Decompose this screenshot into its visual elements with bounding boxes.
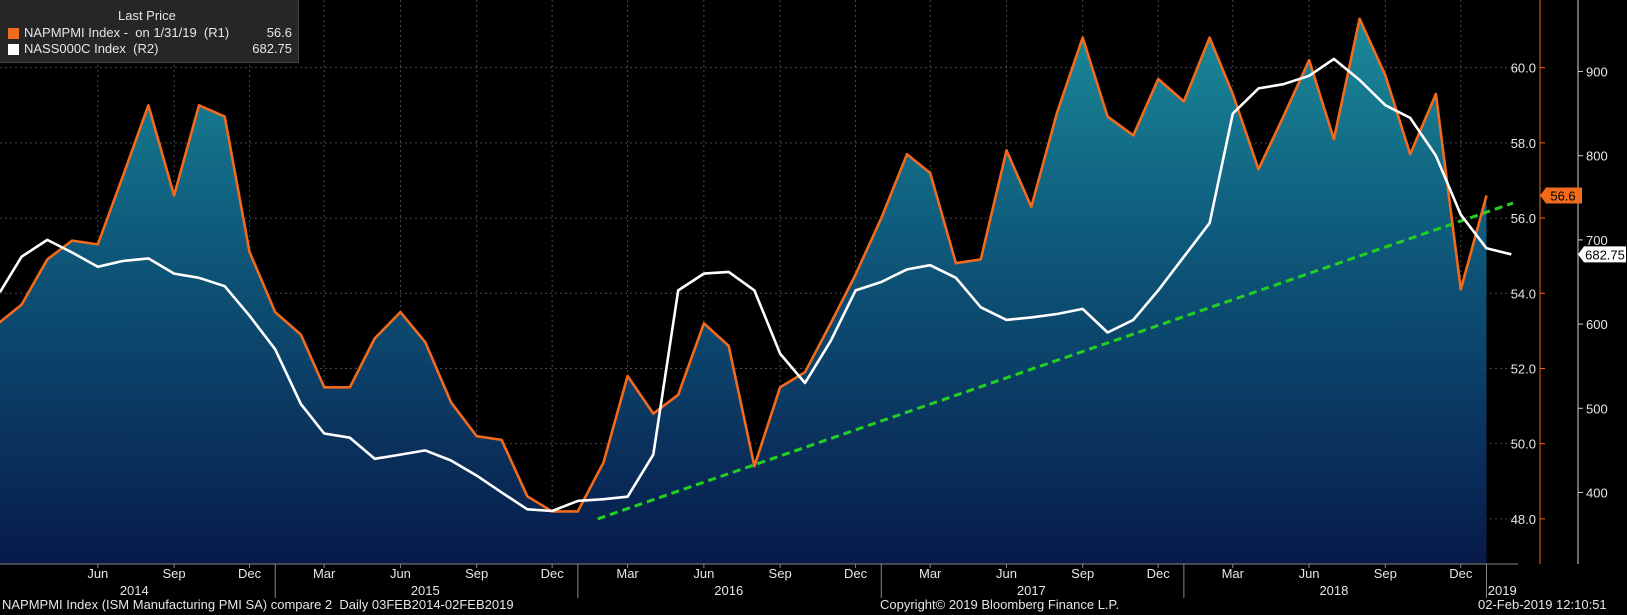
x-tick-month: Jun <box>87 566 108 581</box>
r2-tick-label: 900 <box>1586 65 1608 80</box>
r1-tick-label: 56.0 <box>1511 211 1536 226</box>
x-tick-year: 2015 <box>411 583 440 598</box>
legend-value-pmi: 56.6 <box>266 25 292 40</box>
trend-line <box>597 201 1514 521</box>
x-tick-month: Dec <box>238 566 262 581</box>
x-axis-ticks: Jun Sep Dec Mar Jun Sep Dec Mar Jun Sep Dec Mar Jun S… <box>87 564 1517 598</box>
x-tick-year: 2017 <box>1017 583 1046 598</box>
r2-tick-label: 800 <box>1586 149 1608 164</box>
x-tick-month: Mar <box>616 566 639 581</box>
x-tick-month: Dec <box>844 566 868 581</box>
x-tick-month: Jun <box>693 566 714 581</box>
x-tick-month: Mar <box>313 566 336 581</box>
legend-swatch-pmi <box>8 28 19 39</box>
x-tick-month: Sep <box>163 566 186 581</box>
x-tick-month: Jun <box>390 566 411 581</box>
legend-value-index: 682.75 <box>252 41 292 56</box>
last-value-labels: 56.6 682.75 <box>1540 187 1626 263</box>
legend-swatch-index <box>8 44 19 55</box>
x-tick-year: 2019 <box>1488 583 1517 598</box>
r2-tick-label: 500 <box>1586 401 1608 416</box>
x-tick-month: Sep <box>465 566 488 581</box>
r1-tick-label: 52.0 <box>1511 361 1536 376</box>
legend-label-pmi: NAPMPMI Index - on 1/31/19 (R1) <box>24 25 230 40</box>
r1-tick-label: 54.0 <box>1511 286 1536 301</box>
legend-header: Last Price <box>118 8 176 23</box>
r1-tick-label: 48.0 <box>1511 512 1536 527</box>
x-tick-year: 2016 <box>714 583 743 598</box>
x-tick-year: 2018 <box>1319 583 1348 598</box>
r2-tick-label: 600 <box>1586 317 1608 332</box>
r2-tick-label: 700 <box>1586 233 1608 248</box>
footer-copyright: Copyright© 2019 Bloomberg Finance L.P. <box>880 597 1120 612</box>
x-tick-month: Sep <box>1071 566 1094 581</box>
pmi-area-fill <box>0 18 1487 564</box>
x-tick-month: Jun <box>1299 566 1320 581</box>
r1-tick-label: 50.0 <box>1511 437 1536 452</box>
last-value-badge-pmi <box>1540 187 1582 204</box>
r2-tick-label: 400 <box>1586 485 1608 500</box>
pmi-series-line <box>0 17 1488 513</box>
x-tick-month: Dec <box>541 566 565 581</box>
legend-item-pmi[interactable]: NAPMPMI Index - on 1/31/19 (R1) 56.6 <box>8 25 292 41</box>
legend: Last Price NAPMPMI Index - on 1/31/19 (R… <box>0 0 299 63</box>
x-tick-month: Sep <box>769 566 792 581</box>
r1-tick-label: 58.0 <box>1511 136 1536 151</box>
r1-tick-label: 60.0 <box>1511 61 1536 76</box>
legend-label-index: NASS000C Index (R2) <box>24 41 159 56</box>
x-tick-month: Dec <box>1147 566 1171 581</box>
footer-description: NAPMPMI Index (ISM Manufacturing PMI SA)… <box>2 597 514 612</box>
x-tick-month: Sep <box>1374 566 1397 581</box>
x-tick-month: Mar <box>919 566 942 581</box>
footer-timestamp: 02-Feb-2019 12:10:51 <box>1478 597 1607 612</box>
y-axis-ticks: 48.0 50.0 52.0 54.0 56.0 58.0 60.0 400 500 600 700… <box>1511 61 1608 527</box>
index-series-line <box>0 57 1512 513</box>
last-value-text-pmi: 56.6 <box>1550 189 1575 204</box>
x-tick-year: 2014 <box>120 583 149 598</box>
x-tick-month: Mar <box>1222 566 1245 581</box>
x-tick-month: Dec <box>1449 566 1473 581</box>
x-tick-month: Jun <box>996 566 1017 581</box>
legend-item-index[interactable]: NASS000C Index (R2) 682.75 <box>8 41 292 57</box>
last-value-badge-index <box>1578 246 1626 263</box>
axes <box>0 0 1579 565</box>
last-value-text-index: 682.75 <box>1585 247 1625 262</box>
